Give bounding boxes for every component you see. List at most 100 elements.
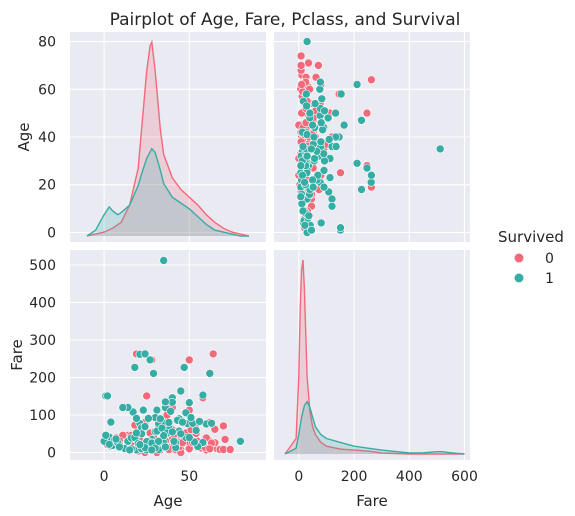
age-y-tick: 20 (38, 178, 56, 194)
fare-y-tick: 400 (29, 296, 56, 312)
scatter-point-fare-age-1 (325, 173, 335, 182)
kde-line-1 (86, 147, 249, 237)
scatter-point-fare-age-0 (367, 75, 376, 84)
scatter-point-age-fare-1 (154, 436, 163, 446)
panel-fare-vs-age (274, 32, 470, 242)
scatter-point-age-fare-1 (130, 363, 140, 372)
scatter-point-fare-age-0 (336, 168, 345, 178)
scatter-point-age-fare-1 (205, 369, 215, 378)
scatter-point-fare-age-1 (435, 144, 445, 154)
scatter-point-age-fare-0 (142, 391, 151, 401)
scatter-point-fare-age-1 (352, 80, 362, 89)
scatter-point-fare-age-1 (331, 108, 340, 118)
scatter-point-fare-age-1 (327, 201, 337, 211)
scatter-point-age-fare-0 (225, 445, 235, 454)
scatter-point-fare-age-1 (298, 170, 307, 180)
scatter-point-fare-age-1 (298, 142, 308, 151)
age-y-tick: 0 (47, 226, 56, 242)
scatter-point-fare-age-0 (296, 51, 306, 61)
scatter-point-age-fare-1 (132, 414, 141, 423)
scatter-point-fare-age-1 (316, 118, 326, 127)
scatter-point-fare-age-1 (302, 151, 312, 161)
scatter-point-fare-age-1 (310, 99, 320, 108)
panel-age-vs-fare (70, 250, 266, 460)
scatter-point-fare-age-1 (318, 125, 327, 135)
scatter-point-fare-age-1 (302, 37, 312, 46)
scatter-point-fare-age-1 (366, 178, 376, 187)
scatter-point-age-fare-1 (144, 414, 153, 423)
age-x-tick: 0 (100, 469, 109, 485)
age-x-tick: 50 (180, 469, 198, 485)
scatter-point-fare-age-1 (352, 159, 362, 168)
scatter-point-fare-age-1 (315, 85, 325, 94)
scatter-point-age-fare-1 (104, 439, 114, 449)
kde-line-0 (86, 39, 250, 237)
kde-area-1 (285, 401, 465, 454)
scatter-point-age-fare-1 (185, 433, 194, 442)
panel-fare-kde (274, 250, 470, 460)
fare-x-tick: 400 (396, 469, 423, 485)
fare-x-ticks: 0 200 400 600 (294, 469, 478, 485)
scatter-point-fare-age-1 (323, 113, 333, 123)
scatter-point-fare-age-1 (306, 144, 316, 154)
scatter-point-fare-age-1 (316, 137, 326, 147)
scatter-point-age-fare-1 (115, 442, 124, 452)
scatter-point-age-fare-1 (161, 442, 170, 452)
scatter-point-fare-age-1 (316, 218, 326, 228)
scatter-point-age-fare-1 (159, 431, 168, 440)
scatter-point-fare-age-1 (300, 221, 310, 230)
scatter-point-age-fare-1 (186, 413, 196, 422)
fare-x-tick: 600 (451, 469, 478, 485)
scatter-point-age-fare-1 (106, 417, 116, 427)
scatter-point-fare-age-1 (304, 211, 314, 221)
scatter-point-age-fare-1 (176, 429, 186, 439)
scatter-point-age-fare-1 (139, 405, 148, 415)
scatter-point-fare-age-1 (357, 185, 366, 194)
scatter-point-age-fare-1 (132, 428, 141, 438)
scatter-point-age-fare-1 (198, 390, 208, 400)
y-axis-label-fare: Fare (8, 339, 26, 371)
scatter-point-age-fare-1 (207, 418, 216, 428)
fare-x-tick: 200 (341, 469, 368, 485)
scatter-point-age-fare-1 (168, 427, 177, 437)
scatter-point-age-fare-1 (125, 445, 134, 455)
scatter-point-age-fare-1 (103, 391, 112, 401)
fare-y-ticks: 0 100 200 300 400 500 (29, 258, 56, 462)
scatter-point-fare-age-1 (307, 225, 316, 235)
age-y-tick: 40 (38, 130, 56, 146)
fare-x-tick: 0 (294, 469, 303, 485)
scatter-point-age-fare-1 (169, 436, 179, 446)
scatter-point-age-fare-1 (159, 256, 168, 265)
scatter-point-fare-age-1 (357, 116, 366, 125)
scatter-point-fare-age-1 (296, 192, 306, 201)
scatter-point-age-fare-1 (111, 434, 121, 444)
scatter-point-age-fare-0 (185, 355, 194, 365)
scatter-point-fare-age-1 (319, 166, 329, 175)
scatter-point-fare-age-0 (296, 61, 306, 70)
legend-label-0: 0 (545, 251, 554, 267)
scatter-point-fare-age-1 (320, 156, 329, 166)
scatter-point-fare-age-1 (308, 175, 317, 185)
scatter-point-fare-age-0 (314, 61, 323, 70)
scatter-point-fare-age-1 (310, 154, 319, 163)
scatter-point-fare-age-1 (362, 163, 372, 173)
legend-label-1: 1 (545, 271, 554, 287)
scatter-point-fare-age-1 (301, 89, 311, 99)
fare-y-tick: 300 (29, 333, 56, 349)
kde-area-1 (87, 148, 249, 236)
fare-y-tick: 100 (29, 408, 56, 424)
scatter-point-age-fare-1 (161, 397, 170, 407)
scatter-point-fare-age-1 (331, 142, 341, 151)
scatter-point-age-fare-1 (179, 363, 189, 372)
scatter-point-age-fare-0 (205, 444, 215, 454)
x-axis-label-fare: Fare (356, 492, 388, 510)
age-x-ticks: 0 50 (100, 469, 199, 485)
fare-y-tick: 0 (47, 446, 56, 462)
scatter-point-age-fare-1 (164, 418, 174, 427)
scatter-point-fare-age-1 (367, 170, 376, 180)
scatter-point-age-fare-1 (195, 417, 204, 426)
scatter-point-age-fare-1 (101, 430, 111, 440)
scatter-point-age-fare-1 (149, 369, 158, 378)
scatter-point-fare-age-1 (317, 94, 327, 104)
